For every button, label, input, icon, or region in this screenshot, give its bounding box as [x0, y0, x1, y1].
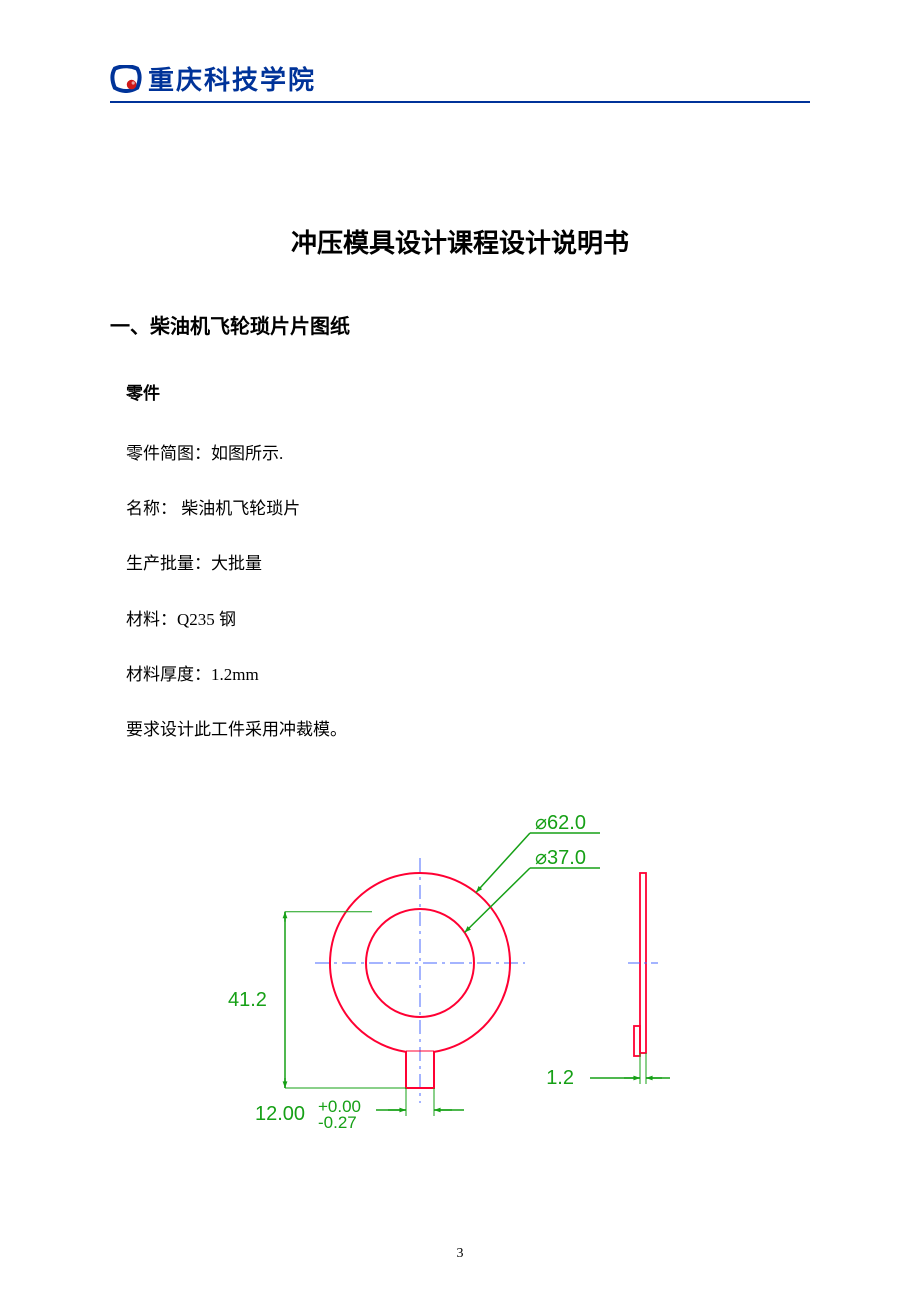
school-name: 重庆科技学院 — [148, 60, 316, 97]
sub-heading: 零件 — [126, 379, 810, 404]
svg-text:⌀62.0: ⌀62.0 — [535, 812, 586, 834]
page-container: 重庆科技学院 冲压模具设计课程设计说明书 一、柴油机飞轮琐片片图纸 零件 零件简… — [0, 0, 920, 1193]
document-title: 冲压模具设计课程设计说明书 — [110, 223, 810, 260]
svg-text:-0.27: -0.27 — [318, 1113, 357, 1132]
page-header: 重庆科技学院 — [110, 60, 810, 103]
engineering-drawing: ⌀62.0⌀37.041.212.00+0.00-0.271.2 — [200, 773, 720, 1153]
page-number: 3 — [0, 1246, 920, 1262]
body-line-5: 要求设计此工件采用冲裁模。 — [126, 716, 810, 743]
body-line-1: 名称： 柴油机飞轮琐片 — [126, 495, 810, 522]
section-heading: 一、柴油机飞轮琐片片图纸 — [110, 310, 810, 339]
svg-text:1.2: 1.2 — [546, 1067, 574, 1089]
body-line-2: 生产批量：大批量 — [126, 550, 810, 577]
body-line-0: 零件简图：如图所示. — [126, 440, 810, 467]
body-line-4: 材料厚度：1.2mm — [126, 661, 810, 688]
body-line-3: 材料：Q235 钢 — [126, 606, 810, 633]
school-logo — [110, 65, 142, 93]
svg-text:12.00: 12.00 — [255, 1103, 305, 1125]
svg-text:41.2: 41.2 — [228, 989, 267, 1011]
svg-text:⌀37.0: ⌀37.0 — [535, 847, 586, 869]
